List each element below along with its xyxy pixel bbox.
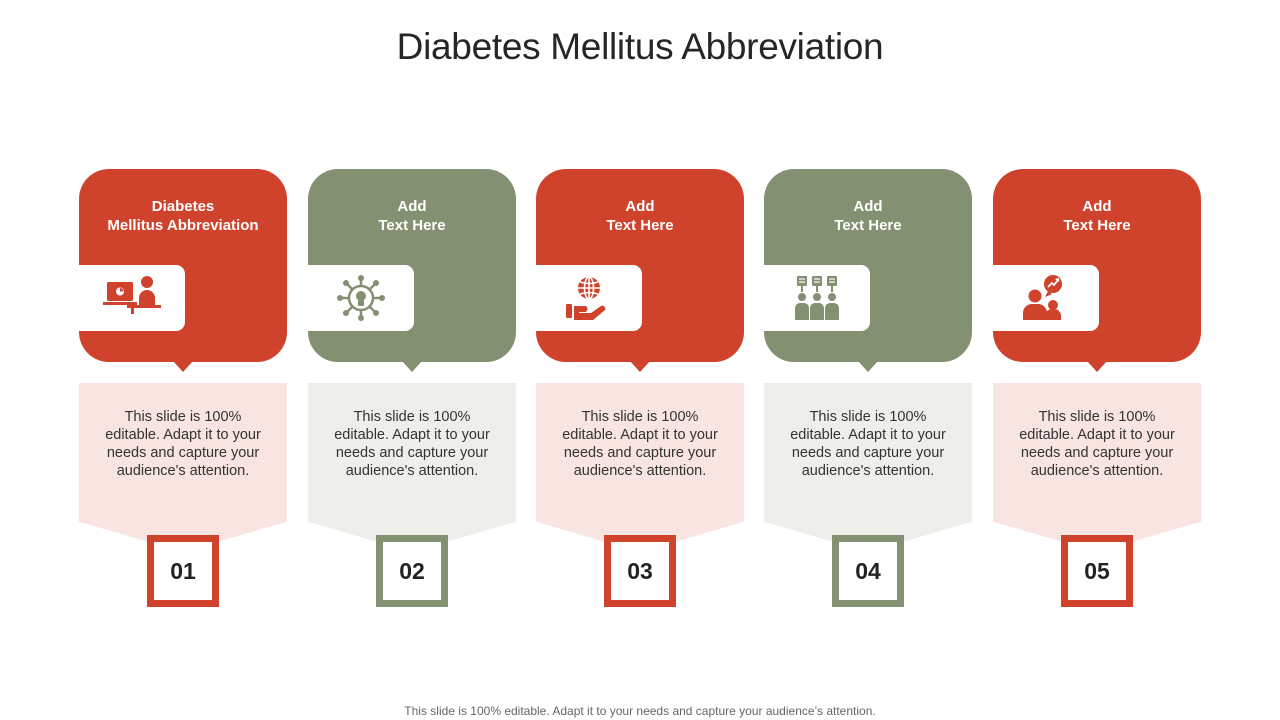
card-body: This slide is 100% editable. Adapt it to… [79, 383, 287, 552]
card-heading: Add Text Here [834, 198, 902, 234]
card-05: Add Text Here This slide is 100% editabl… [993, 169, 1201, 609]
card-description: This slide is 100% editable. Adapt it to… [1019, 409, 1175, 479]
icon-box [993, 265, 1099, 331]
number-badge: 04 [832, 535, 904, 607]
icon-box [764, 265, 870, 331]
number-badge: 03 [604, 535, 676, 607]
card-body: This slide is 100% editable. Adapt it to… [536, 383, 744, 552]
card-heading: Add Text Here [1063, 198, 1131, 234]
team-voting-icon [795, 276, 839, 320]
card-description: This slide is 100% editable. Adapt it to… [105, 409, 261, 479]
card-03: Add Text Here This slide is 100% editabl… [536, 169, 744, 609]
header-pointer [402, 361, 422, 372]
card-04: Add Text Here [764, 169, 972, 609]
gear-lightbulb-icon [337, 275, 385, 321]
card-01: Diabetes Mellitus Abbreviation This slid… [79, 169, 287, 609]
number-badge: 05 [1061, 535, 1133, 607]
footer-note: This slide is 100% editable. Adapt it to… [404, 704, 876, 718]
card-description: This slide is 100% editable. Adapt it to… [562, 409, 718, 479]
globe-hand-icon [566, 276, 606, 320]
icon-box [536, 265, 642, 331]
card-02: Add Text Here [308, 169, 516, 609]
icon-box [79, 265, 185, 331]
header-pointer [858, 361, 878, 372]
icon-box [308, 265, 414, 331]
card-heading: Add Text Here [606, 198, 674, 234]
card-body: This slide is 100% editable. Adapt it to… [308, 383, 516, 552]
people-growth-chat-icon [1023, 275, 1062, 320]
header-pointer [173, 361, 193, 372]
number-badge: 02 [376, 535, 448, 607]
header-pointer [1087, 361, 1107, 372]
card-body: This slide is 100% editable. Adapt it to… [993, 383, 1201, 552]
slide-title: Diabetes Mellitus Abbreviation [396, 26, 884, 67]
card-description: This slide is 100% editable. Adapt it to… [334, 409, 490, 479]
header-pointer [630, 361, 650, 372]
computer-user-icon [103, 276, 161, 314]
number-badge: 01 [147, 535, 219, 607]
card-heading: Diabetes Mellitus Abbreviation [107, 198, 259, 234]
card-body: This slide is 100% editable. Adapt it to… [764, 383, 972, 552]
card-heading: Add Text Here [378, 198, 446, 234]
card-description: This slide is 100% editable. Adapt it to… [790, 409, 946, 479]
